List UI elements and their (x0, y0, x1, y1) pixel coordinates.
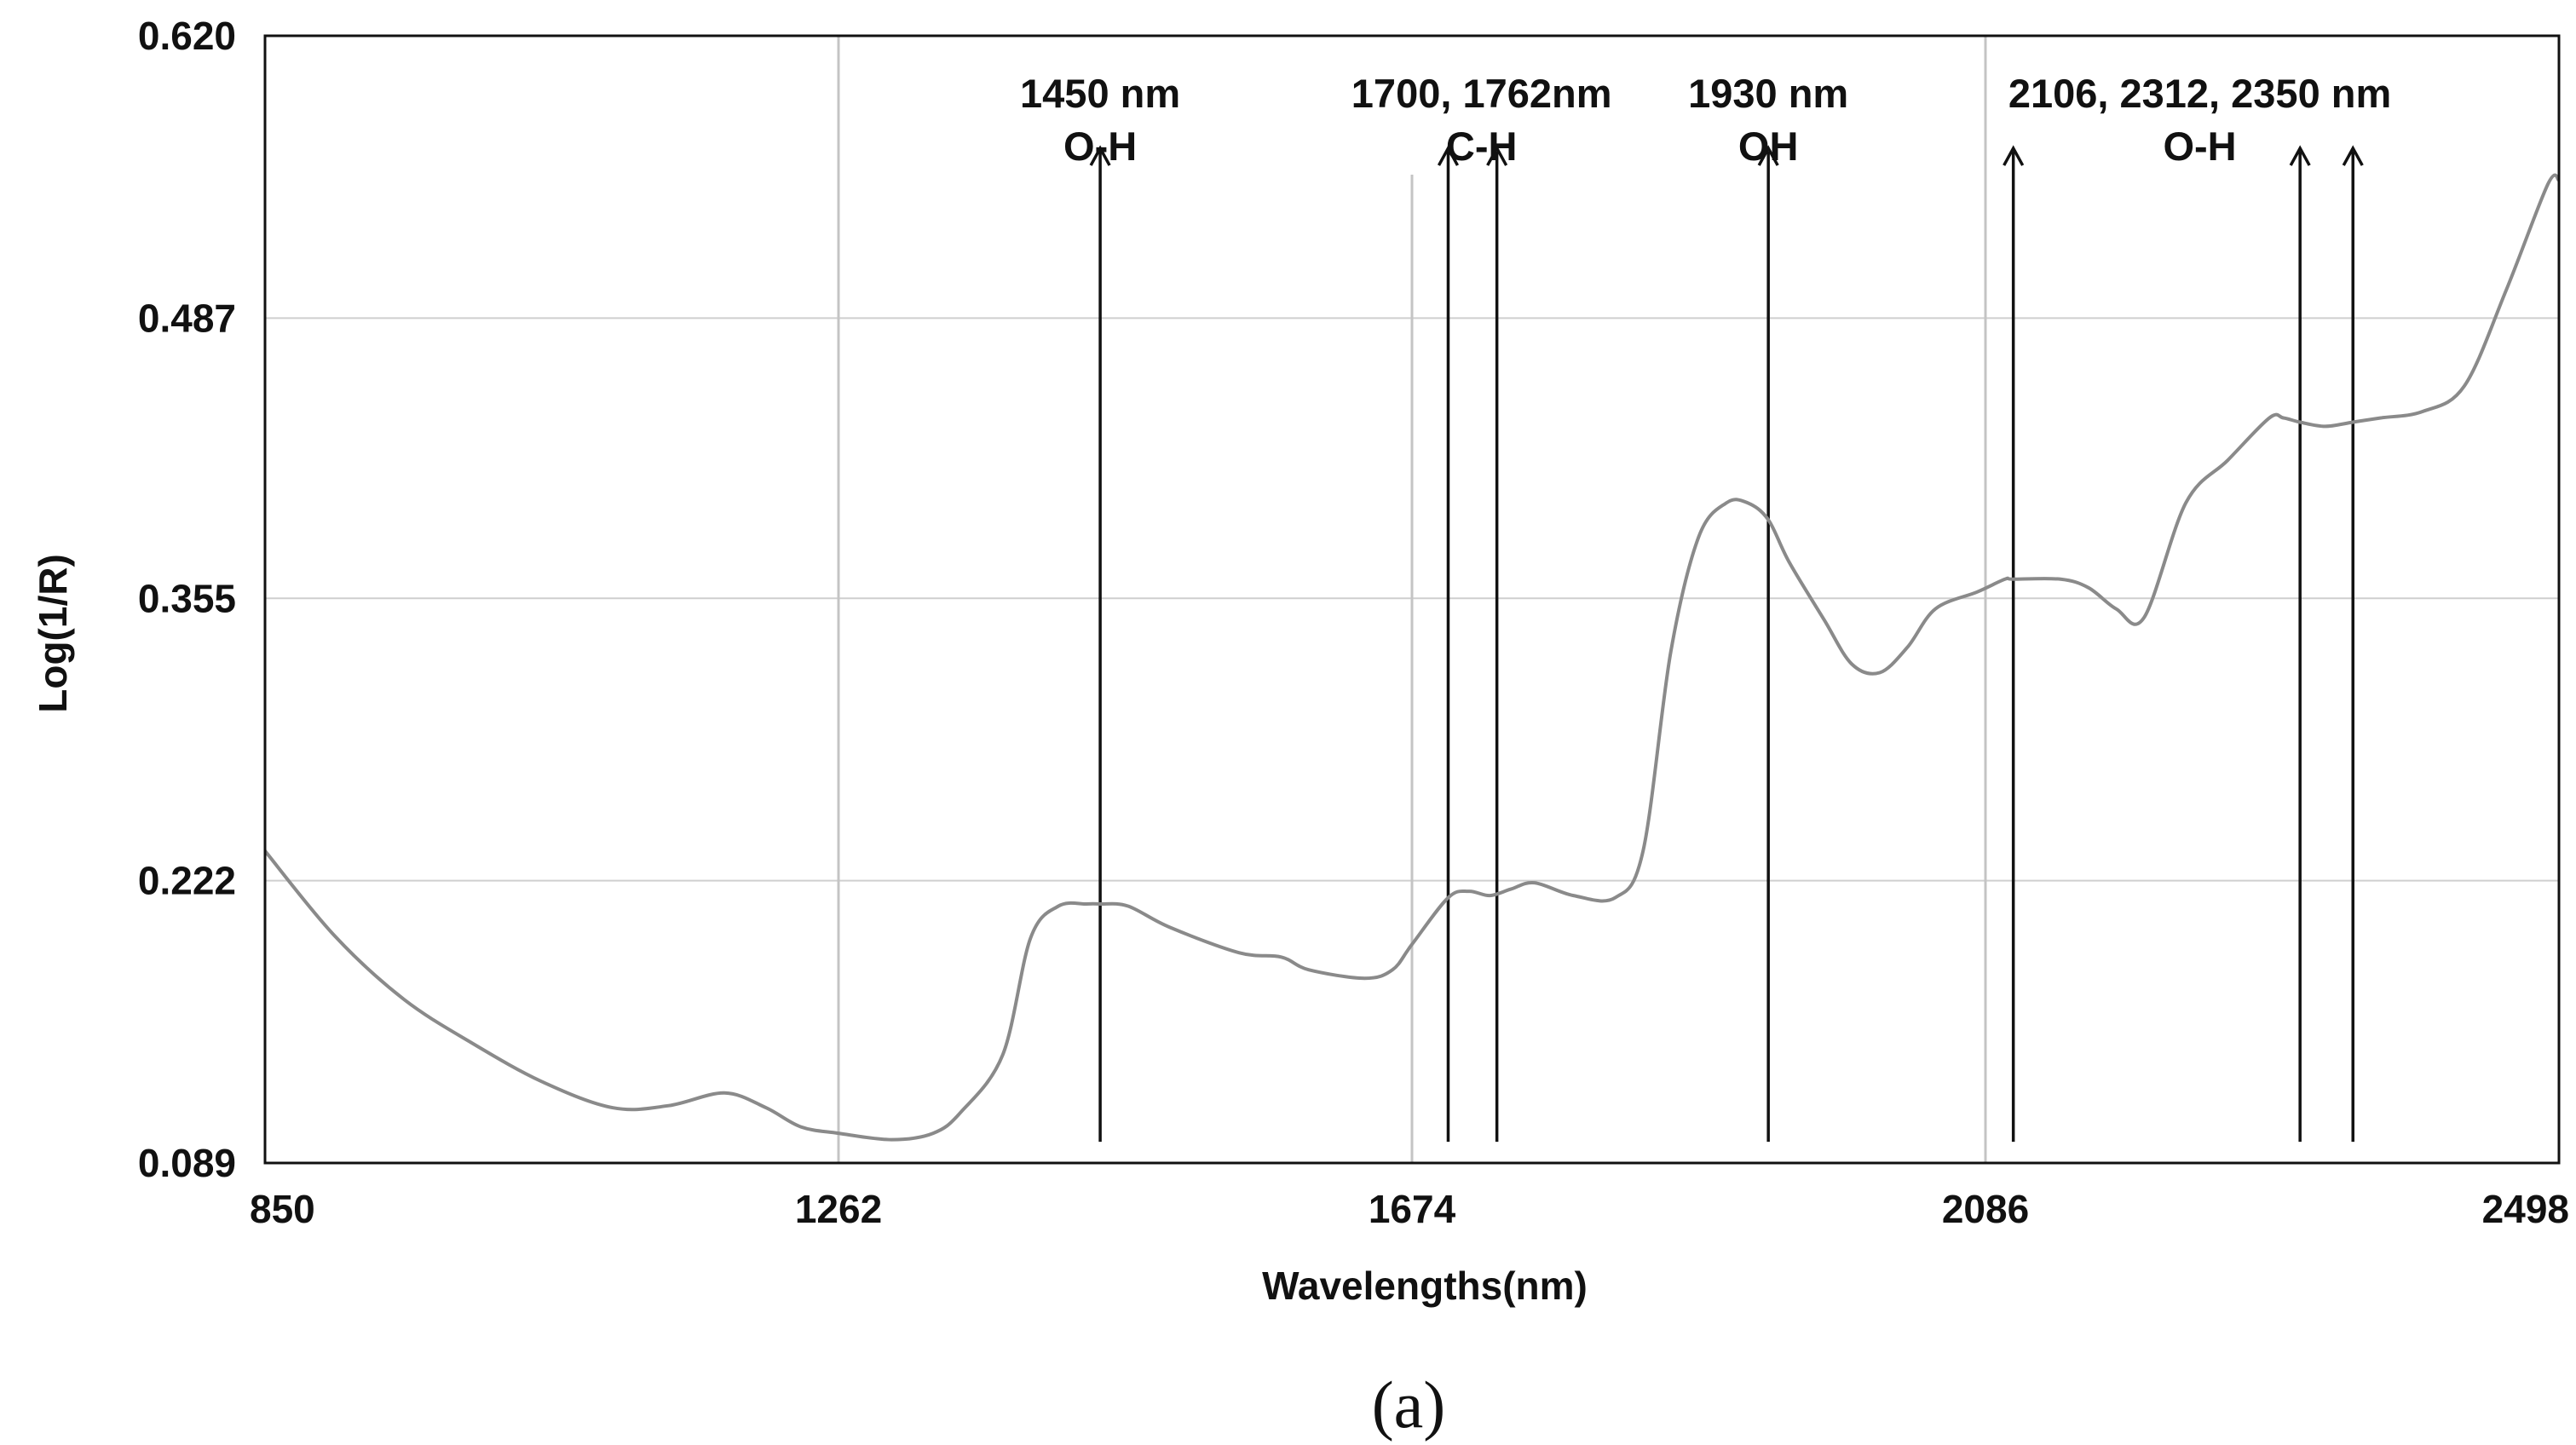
x-tick-label: 1262 (795, 1187, 882, 1231)
y-tick-label: 0.089 (138, 1141, 236, 1185)
annotation-label: O-H (2163, 124, 2236, 169)
figure-caption: (a) (1372, 1367, 1446, 1442)
y-axis-title: Log(1/R) (31, 554, 75, 713)
x-tick-labels: 850 1262 1674 2086 2498 (250, 1187, 2569, 1231)
x-tick-label: 2498 (2482, 1187, 2569, 1231)
x-tick-label: 1674 (1369, 1187, 1456, 1231)
plot-frame (263, 34, 2561, 1165)
annotation-label: OH (1738, 124, 1799, 169)
annotation-arrows (1089, 145, 2364, 1143)
annotation-arrow-head (2289, 145, 2311, 166)
y-tick-labels: 0.089 0.222 0.355 0.487 0.620 (138, 14, 236, 1185)
annotation-arrow-head (2003, 145, 2025, 166)
annotation-arrow-head (1437, 145, 1460, 166)
annotation-label: 1700, 1762nm (1351, 71, 1612, 116)
y-tick-label: 0.222 (138, 859, 236, 903)
annotation-label: O-H (1063, 124, 1137, 169)
annotation-labels: 1450 nm O-H 1700, 1762nm C-H 1930 nm OH 2106, … (1020, 71, 2391, 169)
annotation-label: 1450 nm (1020, 71, 1180, 116)
x-tick-label: 2086 (1942, 1187, 2029, 1231)
annotation-arrow-head (1089, 145, 1111, 166)
y-tick-label: 0.487 (138, 296, 236, 340)
x-axis-title: Wavelengths(nm) (1262, 1264, 1588, 1308)
spectrum-line (263, 173, 2561, 1142)
annotation-label: C-H (1446, 124, 1518, 169)
annotation-label: 1930 nm (1688, 71, 1848, 116)
series-lines (263, 173, 2561, 1142)
y-tick-label: 0.355 (138, 576, 236, 620)
annotation-arrow-head (2342, 145, 2364, 166)
y-tick-label: 0.620 (138, 14, 236, 58)
annotation-label: 2106, 2312, 2350 nm (2008, 71, 2391, 116)
annotation-arrow-head (1757, 145, 1779, 166)
gridlines (265, 36, 2559, 1163)
annotation-arrow-head (1486, 145, 1508, 166)
x-tick-label: 850 (250, 1187, 315, 1231)
